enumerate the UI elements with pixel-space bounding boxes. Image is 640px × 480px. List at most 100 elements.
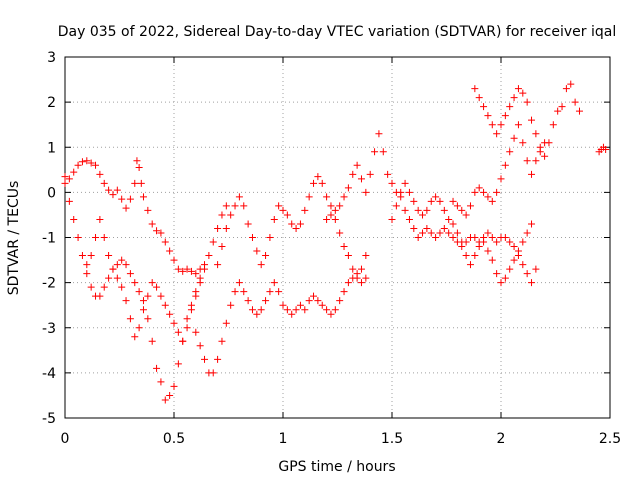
- data-point: [240, 202, 248, 210]
- data-point: [83, 157, 91, 165]
- x-axis-label: GPS time / hours: [278, 459, 395, 475]
- data-point: [506, 238, 514, 246]
- data-point: [310, 179, 318, 187]
- data-point: [440, 224, 448, 232]
- data-point: [388, 179, 396, 187]
- data-point: [310, 292, 318, 300]
- data-point: [331, 306, 339, 314]
- data-point: [419, 211, 427, 219]
- data-point: [96, 215, 104, 223]
- data-point: [336, 297, 344, 305]
- data-point: [139, 297, 147, 305]
- data-point: [318, 179, 326, 187]
- data-point: [61, 173, 69, 181]
- series-track-i: [471, 80, 583, 160]
- data-point: [323, 215, 331, 223]
- data-point: [488, 256, 496, 264]
- data-point: [240, 288, 248, 296]
- data-point: [432, 193, 440, 201]
- y-axis-label: SDTVAR / TECUs: [6, 181, 22, 296]
- data-point: [471, 188, 479, 196]
- data-point: [157, 229, 165, 237]
- data-point: [327, 211, 335, 219]
- x-tick-label: 1.5: [381, 431, 403, 447]
- data-point: [166, 247, 174, 255]
- data-point: [357, 279, 365, 287]
- data-point: [519, 261, 527, 269]
- data-point: [183, 315, 191, 323]
- y-tick-label: -1: [42, 231, 56, 247]
- data-point: [375, 130, 383, 138]
- data-point: [270, 215, 278, 223]
- data-point: [122, 297, 130, 305]
- data-point: [327, 310, 335, 318]
- data-point: [541, 152, 549, 160]
- data-point: [135, 288, 143, 296]
- data-point: [314, 297, 322, 305]
- data-point: [187, 306, 195, 314]
- data-point: [340, 193, 348, 201]
- data-point: [497, 121, 505, 129]
- data-point: [192, 328, 200, 336]
- data-point: [453, 202, 461, 210]
- data-point: [401, 206, 409, 214]
- data-point: [475, 94, 483, 102]
- data-point: [340, 288, 348, 296]
- data-point: [100, 234, 108, 241]
- data-point: [475, 184, 483, 192]
- data-point: [353, 161, 361, 169]
- data-point: [510, 94, 518, 102]
- data-point: [105, 186, 113, 194]
- data-point: [397, 188, 405, 196]
- data-point: [301, 206, 309, 214]
- data-point: [161, 238, 169, 246]
- data-point: [340, 243, 348, 251]
- data-point: [449, 197, 457, 205]
- data-point: [144, 315, 152, 323]
- data-point: [536, 143, 544, 151]
- data-point: [401, 179, 409, 187]
- data-point: [506, 148, 514, 156]
- data-point: [357, 265, 365, 273]
- data-point: [532, 265, 540, 273]
- data-point: [571, 98, 579, 106]
- data-point: [135, 324, 143, 332]
- data-point: [209, 369, 217, 377]
- data-point: [275, 288, 283, 296]
- data-point: [231, 288, 239, 296]
- data-point: [118, 195, 126, 203]
- x-tick-label: 1: [279, 431, 288, 447]
- data-point: [362, 274, 370, 282]
- data-point: [109, 265, 117, 273]
- data-point: [87, 252, 95, 260]
- data-point: [161, 396, 169, 404]
- data-point: [113, 261, 121, 269]
- data-point: [314, 173, 322, 181]
- data-point: [266, 234, 274, 241]
- data-point: [137, 179, 145, 187]
- data-point: [131, 333, 139, 341]
- data-point: [135, 164, 143, 172]
- data-point: [471, 234, 479, 241]
- data-point: [532, 130, 540, 138]
- data-point: [501, 274, 509, 282]
- data-point: [144, 206, 152, 214]
- data-point: [510, 256, 518, 264]
- data-point: [493, 188, 501, 196]
- data-point: [497, 279, 505, 287]
- data-point: [349, 265, 357, 273]
- data-point: [436, 229, 444, 237]
- data-point: [558, 103, 566, 111]
- data-point: [100, 179, 108, 187]
- data-point: [336, 202, 344, 210]
- data-point: [453, 229, 461, 237]
- data-point: [70, 168, 78, 176]
- data-point: [222, 319, 230, 327]
- data-point: [514, 121, 522, 129]
- data-point: [523, 270, 531, 278]
- data-point: [118, 283, 126, 291]
- data-point: [65, 175, 73, 183]
- data-point: [414, 206, 422, 214]
- data-point: [466, 261, 474, 269]
- data-point: [405, 215, 413, 223]
